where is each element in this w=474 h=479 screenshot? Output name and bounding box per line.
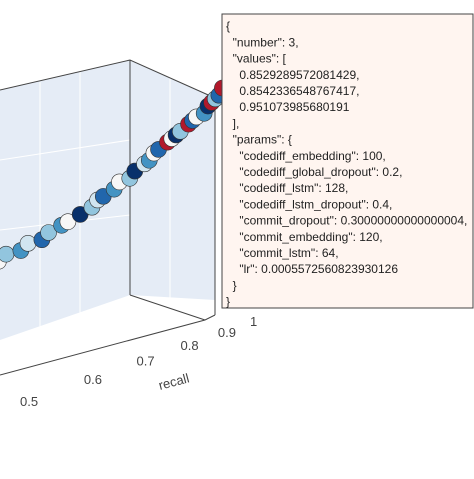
x-tick-label: 0.7 (137, 353, 155, 368)
tooltip-line: "codediff_lstm_dropout": 0.4, (226, 197, 392, 211)
tooltip-line: 0.8542336548767417, (226, 84, 359, 98)
point (0, 245, 15, 263)
tooltip: { "number": 3, "values": [ 0.85292895720… (221, 13, 474, 309)
tooltip-line: 0.8529289572081429, (226, 68, 359, 82)
tooltip-line: "codediff_embedding": 100, (226, 149, 386, 163)
tooltip-line: "values": [ (226, 52, 287, 66)
tooltip-line: "commit_dropout": 0.30000000000000004, (226, 214, 467, 228)
x-axis-title: recall (157, 370, 191, 393)
x-tick-label: 0.8 (181, 338, 199, 353)
x-tick-label: 1 (250, 314, 257, 329)
tooltip-line: "commit_embedding": 120, (226, 230, 383, 244)
x-tick-label: 0.9 (218, 325, 236, 340)
tooltip-line: 0.951073985680191 (226, 100, 350, 114)
tooltip-line: } (226, 295, 230, 309)
point (40, 224, 57, 241)
x-tick-label: 0.5 (20, 394, 38, 409)
point (59, 213, 77, 230)
tooltip-line: ], (226, 116, 239, 130)
tooltip-line: "codediff_lstm": 128, (226, 181, 348, 195)
tooltip-line: "number": 3, (226, 35, 299, 49)
tooltip-line: "codediff_global_dropout": 0.2, (226, 165, 402, 179)
tooltip-line: } (226, 278, 237, 292)
tooltip-line: "params": { (226, 133, 292, 147)
tooltip-line: "commit_lstm": 64, (226, 246, 339, 260)
tooltip-box (221, 13, 474, 309)
tooltip-line: { (226, 19, 230, 33)
point (19, 235, 37, 252)
tooltip-line: "lr": 0.0005572560823930126 (226, 262, 398, 276)
x-tick-label: 0.6 (84, 372, 102, 387)
